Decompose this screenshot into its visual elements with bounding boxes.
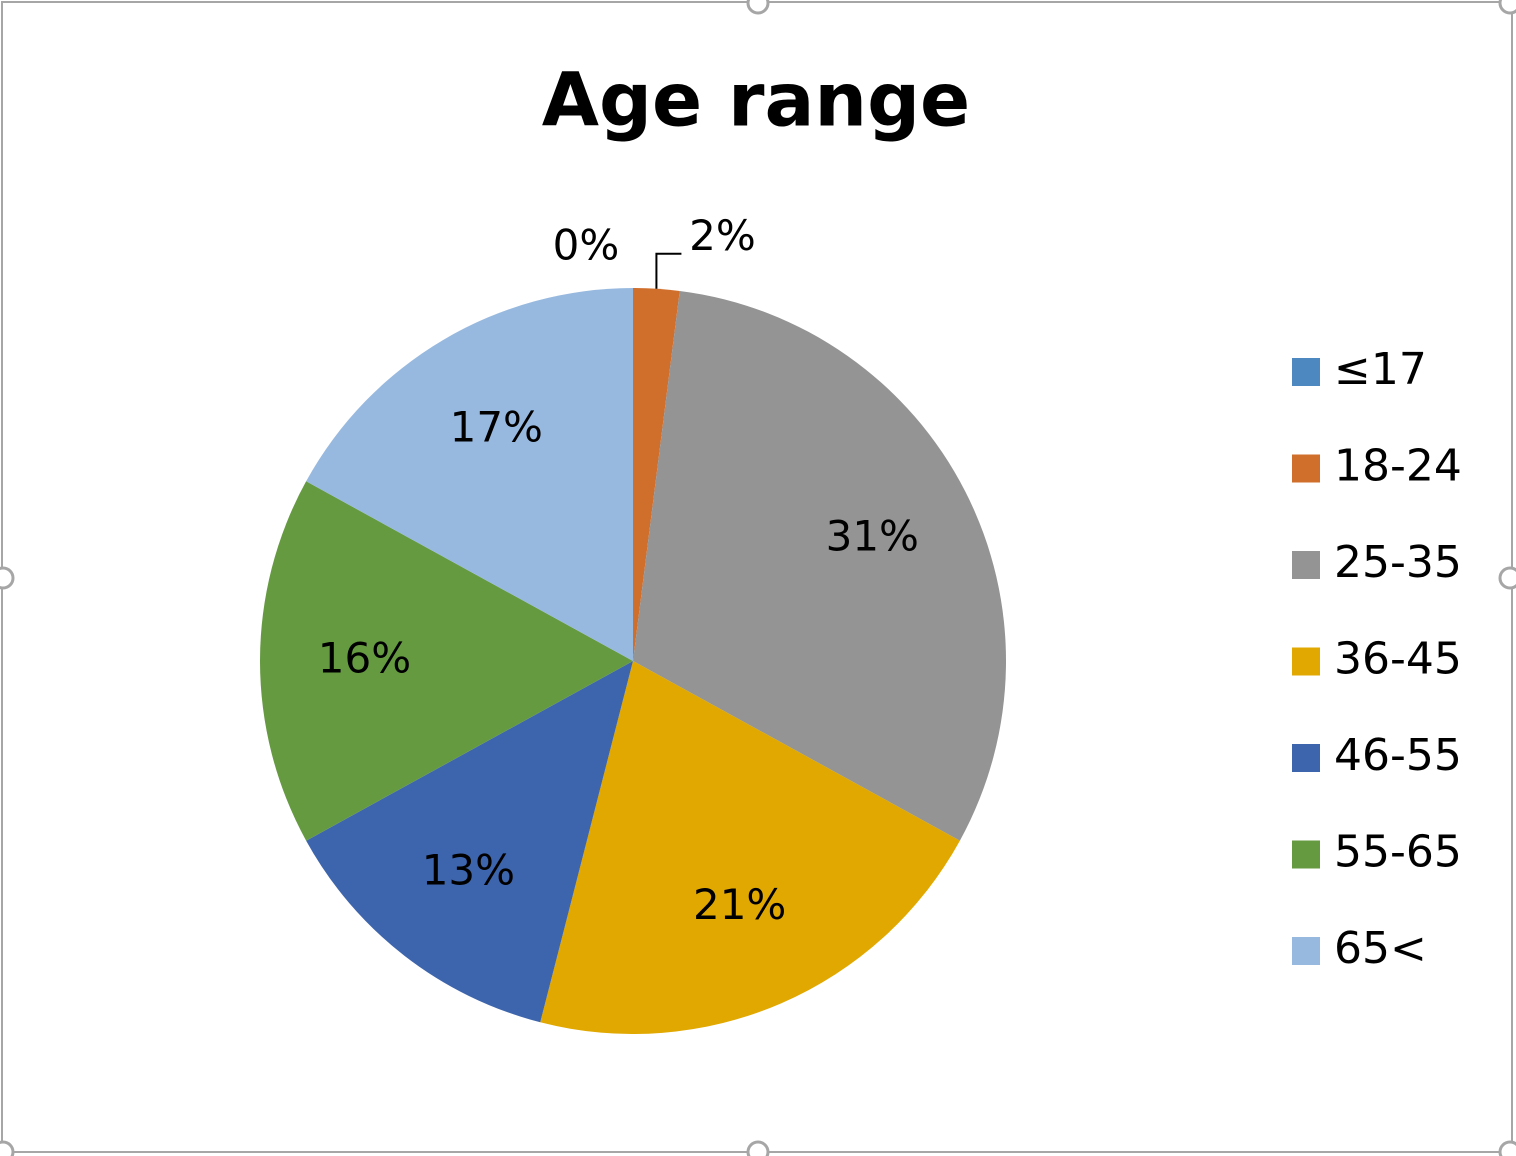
legend-swatch bbox=[1292, 840, 1320, 869]
legend-label: 36-45 bbox=[1334, 634, 1462, 685]
data-label: 2% bbox=[689, 211, 756, 260]
legend-label: 55-65 bbox=[1334, 827, 1462, 878]
legend-swatch bbox=[1292, 358, 1320, 386]
legend-swatch bbox=[1292, 937, 1320, 965]
data-label: 17% bbox=[450, 402, 543, 451]
legend-swatch bbox=[1292, 744, 1320, 772]
legend-label: 46-55 bbox=[1334, 730, 1462, 781]
data-label: 0% bbox=[553, 221, 620, 270]
data-label: 31% bbox=[826, 512, 919, 561]
pie-slice bbox=[633, 288, 680, 661]
legend-label: 25-35 bbox=[1334, 537, 1462, 588]
legend-label: ≤17 bbox=[1334, 344, 1427, 395]
data-label: 13% bbox=[422, 846, 515, 895]
pie-slice bbox=[306, 661, 633, 1023]
legend-label: 65< bbox=[1334, 923, 1427, 974]
data-label: 16% bbox=[318, 634, 411, 683]
pie-slice bbox=[259, 481, 633, 841]
pie-slice bbox=[633, 290, 1006, 841]
legend-label: 18-24 bbox=[1334, 441, 1462, 492]
legend-swatch bbox=[1292, 551, 1320, 579]
legend-swatch bbox=[1292, 647, 1320, 676]
chart-title: Age range bbox=[542, 58, 970, 144]
data-label: 21% bbox=[693, 880, 786, 929]
pie-slice bbox=[306, 288, 633, 661]
legend-swatch bbox=[1292, 454, 1320, 483]
pie-slice bbox=[540, 661, 960, 1034]
leader-line bbox=[655, 252, 682, 289]
